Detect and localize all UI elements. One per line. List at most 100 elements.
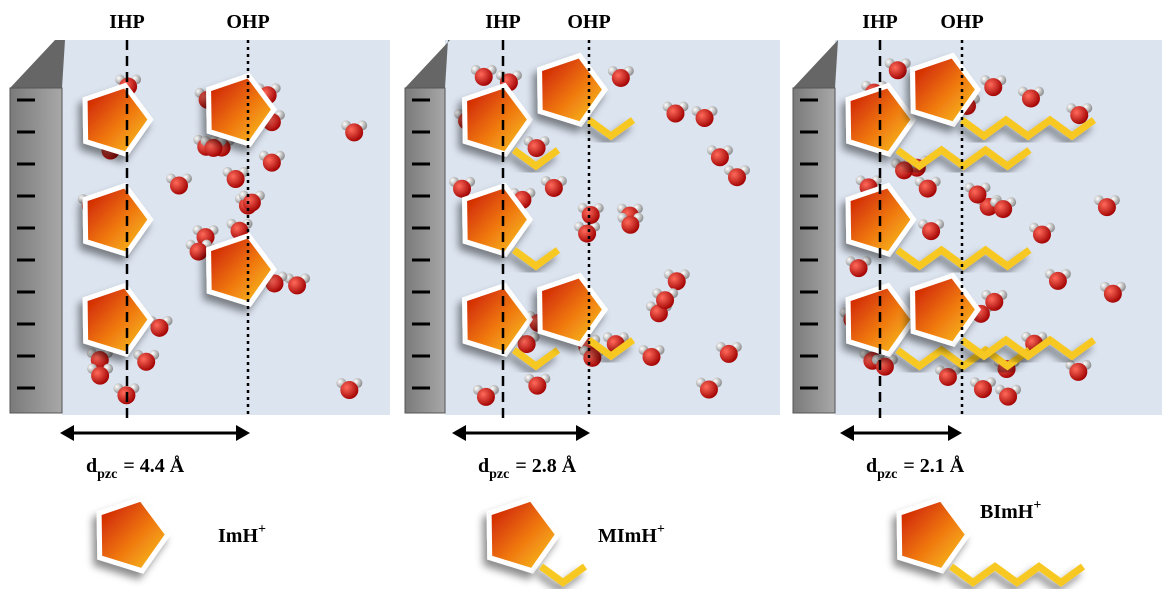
oxygen <box>453 180 471 198</box>
electrode-top <box>405 40 450 88</box>
oxygen <box>1069 363 1087 381</box>
ihp-label: IHP <box>109 11 145 33</box>
panel: IHP OHP dpzc = 2.1 Å BImH+ <box>793 11 1162 583</box>
oxygen <box>968 185 986 203</box>
diagram: IHPOHPdpzc= 4.4 ÅImH+IHPOHPdpzc= 2.8 ÅMI… <box>0 0 1162 608</box>
oxygen <box>227 170 245 188</box>
distance-subscript: pzc <box>489 467 509 482</box>
oxygen <box>696 109 714 127</box>
distance-value: = 2.8 Å <box>515 454 576 477</box>
oxygen <box>876 358 894 376</box>
oxygen <box>1049 272 1067 290</box>
oxygen <box>1070 106 1088 124</box>
oxygen <box>720 345 738 363</box>
electrode-top <box>10 40 65 88</box>
oxygen <box>150 319 168 337</box>
ohp-label: OHP <box>940 11 983 33</box>
arrow-head <box>576 425 590 441</box>
oxygen <box>666 105 684 123</box>
oxygen <box>263 154 281 172</box>
oxygen <box>170 177 188 195</box>
ion-name: ImH <box>218 525 258 547</box>
oxygen <box>190 243 208 261</box>
distance-subscript: pzc <box>877 467 897 482</box>
ion-name: MImH <box>598 525 657 547</box>
oxygen <box>974 380 992 398</box>
imidazolium <box>489 499 558 571</box>
ohp-label: OHP <box>226 11 269 33</box>
arrow-head <box>236 425 250 441</box>
oxygen <box>922 222 940 240</box>
electrode-top <box>793 40 838 88</box>
oxygen <box>205 139 223 157</box>
oxygen <box>91 367 109 385</box>
oxygen <box>895 161 913 179</box>
distance-value: = 4.4 Å <box>123 454 184 477</box>
ion-label: ImH+ <box>218 522 266 547</box>
oxygen <box>985 293 1003 311</box>
oxygen <box>612 69 630 87</box>
alkyl-chain <box>951 567 1083 583</box>
oxygen <box>919 180 937 198</box>
arrow-head <box>948 425 962 441</box>
distance-label: dpzc = 4.4 Å <box>86 454 185 482</box>
ion-label: MImH+ <box>598 522 665 547</box>
electrode <box>405 88 445 413</box>
oxygen <box>545 179 563 197</box>
ohp-label: OHP <box>567 11 610 33</box>
alkyl-chain <box>541 567 585 583</box>
ion-charge: + <box>258 522 266 537</box>
oxygen <box>1104 285 1122 303</box>
distance-subscript: pzc <box>97 467 117 482</box>
oxygen <box>528 377 546 395</box>
ihp-label: IHP <box>862 11 898 33</box>
oxygen <box>642 348 660 366</box>
electrode <box>10 88 62 413</box>
imidazolium <box>99 499 168 571</box>
oxygen <box>656 291 674 309</box>
distance-label: dpzc = 2.1 Å <box>866 454 965 482</box>
imidazolium <box>899 499 968 571</box>
oxygen <box>137 353 155 371</box>
oxygen <box>477 388 495 406</box>
oxygen <box>984 78 1002 96</box>
oxygen <box>700 381 718 399</box>
oxygen <box>1033 226 1051 244</box>
oxygen <box>1098 198 1116 216</box>
oxygen <box>939 368 957 386</box>
distance-symbol: d <box>478 455 489 477</box>
distance-symbol: d <box>866 455 877 477</box>
arrow-head <box>60 425 74 441</box>
oxygen <box>994 200 1012 218</box>
arrow-head <box>840 425 854 441</box>
arrow-head <box>452 425 466 441</box>
oxygen <box>1022 89 1040 107</box>
oxygen <box>340 381 358 399</box>
ihp-label: IHP <box>485 11 521 33</box>
ion-charge: + <box>1033 498 1041 513</box>
oxygen <box>889 61 907 79</box>
oxygen <box>711 148 729 166</box>
distance-label: dpzc = 2.8 Å <box>478 454 577 482</box>
ion-charge: + <box>657 522 665 537</box>
ion-label: BImH+ <box>980 498 1041 523</box>
oxygen <box>999 388 1017 406</box>
oxygen <box>288 276 306 294</box>
electrode <box>793 88 835 413</box>
panel: IHP OHP dpzc = 4.4 Å ImH+ <box>10 11 390 571</box>
oxygen <box>345 123 363 141</box>
oxygen <box>850 259 868 277</box>
oxygen <box>621 216 639 234</box>
ion-name: BImH <box>980 501 1034 523</box>
oxygen <box>668 272 686 290</box>
distance-value: = 2.1 Å <box>903 454 964 477</box>
oxygen <box>583 349 601 367</box>
oxygen <box>582 206 600 224</box>
oxygen <box>728 168 746 186</box>
oxygen <box>528 139 546 157</box>
oxygen <box>243 194 261 212</box>
oxygen <box>475 68 493 86</box>
distance-symbol: d <box>86 455 97 477</box>
panel: IHP OHP dpzc = 2.8 Å MImH+ <box>405 11 780 583</box>
oxygen <box>578 225 596 243</box>
